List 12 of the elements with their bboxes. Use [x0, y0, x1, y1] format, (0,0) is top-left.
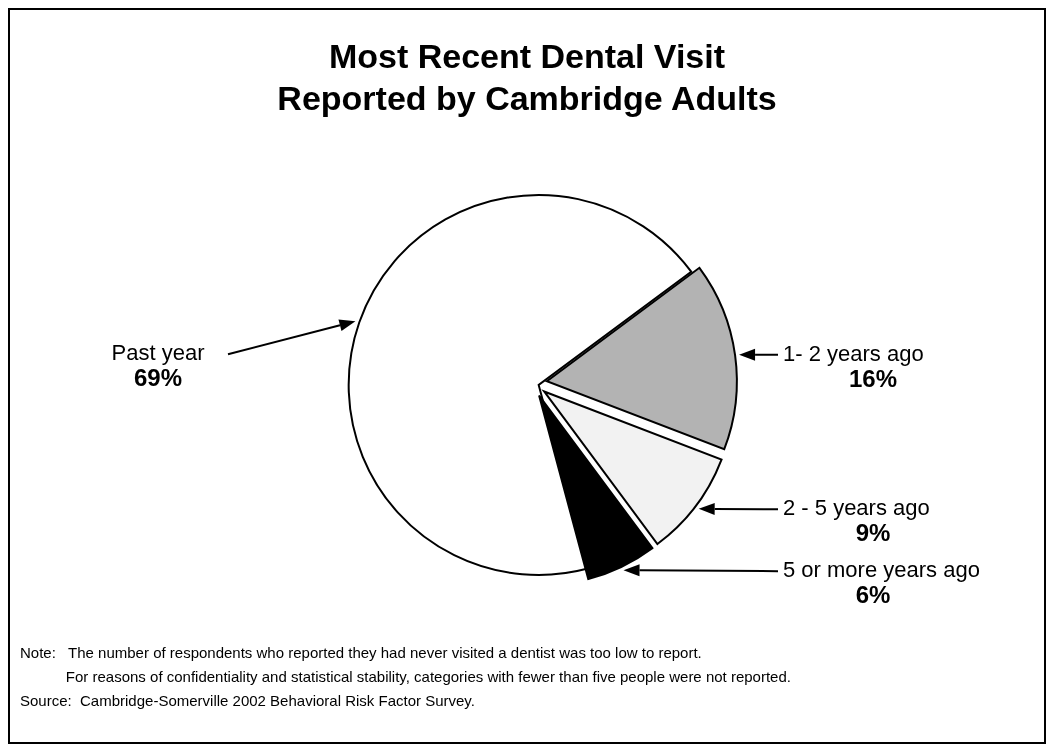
- source-note: Source: Cambridge-Somerville 2002 Behavioral Risk Factor Survey.: [20, 692, 475, 709]
- text: Note: The number of respondents who reported they had never visited a dentist was too low to report.: [20, 644, 702, 661]
- data-label: 69%: [133, 364, 183, 392]
- data-label: 6%: [855, 581, 891, 609]
- legend-label: 1- 2 years ago: [783, 340, 924, 366]
- text: For reasons of confidentiality and statistical stability, categories with fewer than five people were not reported.: [20, 668, 791, 685]
- slice-label: Past year: [111, 340, 205, 366]
- chart-title: Most Recent Dental Visit Reported by Cambridge Adults: [277, 37, 777, 117]
- slice-label: 5 or more years ago: [783, 557, 980, 583]
- data-label: 16%: [848, 364, 898, 392]
- data-label: 9%: [855, 519, 891, 547]
- slice-label: 2 - 5 years ago: [783, 495, 930, 521]
